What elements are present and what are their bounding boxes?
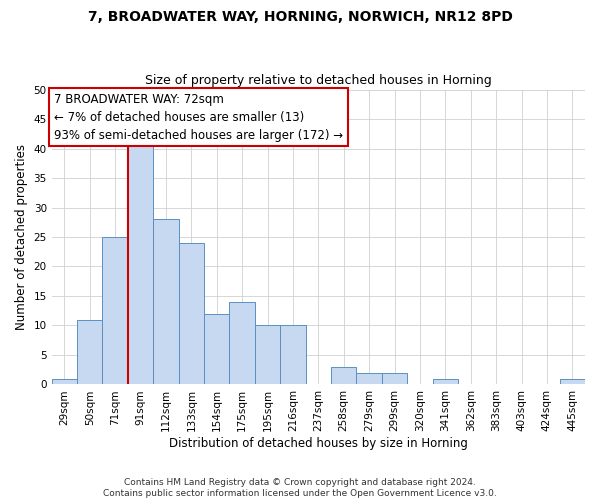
Bar bbox=[128, 142, 153, 384]
Bar bbox=[77, 320, 103, 384]
Bar bbox=[179, 243, 204, 384]
Bar bbox=[382, 372, 407, 384]
Bar bbox=[153, 220, 179, 384]
Bar bbox=[356, 372, 382, 384]
Text: 7 BROADWATER WAY: 72sqm
← 7% of detached houses are smaller (13)
93% of semi-det: 7 BROADWATER WAY: 72sqm ← 7% of detached… bbox=[54, 92, 343, 142]
Bar bbox=[229, 302, 255, 384]
Bar bbox=[560, 378, 585, 384]
Title: Size of property relative to detached houses in Horning: Size of property relative to detached ho… bbox=[145, 74, 492, 87]
Y-axis label: Number of detached properties: Number of detached properties bbox=[15, 144, 28, 330]
Bar bbox=[433, 378, 458, 384]
Text: 7, BROADWATER WAY, HORNING, NORWICH, NR12 8PD: 7, BROADWATER WAY, HORNING, NORWICH, NR1… bbox=[88, 10, 512, 24]
X-axis label: Distribution of detached houses by size in Horning: Distribution of detached houses by size … bbox=[169, 437, 468, 450]
Text: Contains HM Land Registry data © Crown copyright and database right 2024.
Contai: Contains HM Land Registry data © Crown c… bbox=[103, 478, 497, 498]
Bar bbox=[52, 378, 77, 384]
Bar bbox=[280, 326, 305, 384]
Bar bbox=[204, 314, 229, 384]
Bar bbox=[103, 237, 128, 384]
Bar bbox=[331, 367, 356, 384]
Bar bbox=[255, 326, 280, 384]
